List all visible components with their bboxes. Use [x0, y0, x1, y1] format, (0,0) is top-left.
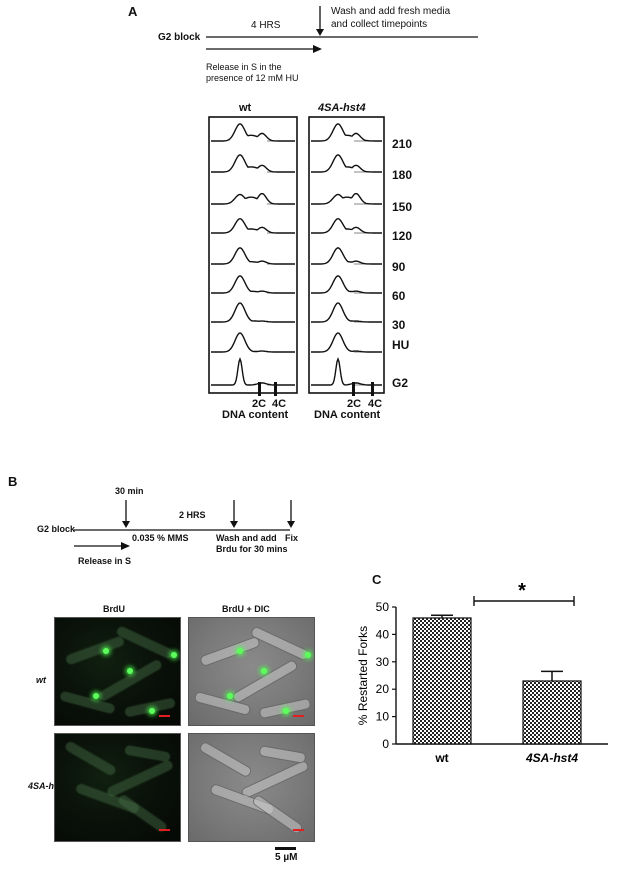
panel-a-release-line2: presence of 12 mM HU — [206, 73, 299, 83]
x-tick-label-0: wt — [434, 751, 448, 765]
panel-b-2hrs-label: 2 HRS — [179, 510, 206, 520]
y-tick-label-4: 40 — [376, 627, 390, 641]
panel-b-release-label: Release in S — [78, 556, 132, 566]
wt-4c-label: 4C — [272, 398, 287, 410]
scale-bar — [275, 847, 296, 850]
panel-b-wash-line2: Brdu for 30 mins — [216, 544, 288, 554]
significance-star: * — [518, 580, 526, 602]
y-tick-label-5: 50 — [376, 600, 390, 614]
y-tick-label-2: 20 — [376, 682, 390, 696]
y-axis-label: % Restarted Forks — [356, 626, 370, 725]
panel-b-g2-block-label: G2 block — [37, 524, 76, 534]
panel-b-30min-label: 30 min — [115, 486, 144, 496]
panel-a-wash-line2: and collect timepoints — [331, 19, 428, 30]
panel-a-wash-line1: Wash and add fresh media — [331, 6, 451, 17]
panel-a-release-line1: Release in S in the — [206, 62, 282, 72]
panel-b-wash-line1: Wash and add — [216, 533, 277, 543]
micrograph-mutant-brdu-dic — [188, 733, 315, 842]
micrograph-wt-brdu-dic — [188, 617, 315, 726]
micro-row-label-mutant: 4SA-hst4 — [28, 781, 68, 791]
panel-a-g2-block-label: G2 block — [158, 32, 201, 43]
panel-a-letter: A — [128, 4, 138, 19]
wt-2c-label: 2C — [252, 398, 267, 410]
panel-a-hrs-label: 4 HRS — [251, 20, 281, 31]
flow-row-label-90: 90 — [392, 260, 406, 274]
flow-row-label-180: 180 — [392, 168, 413, 182]
marker-2c-wt — [258, 382, 261, 396]
flow-row-label-g2: G2 — [392, 376, 409, 390]
marker-2c-mutant — [352, 382, 355, 396]
flow-row-label-60: 60 — [392, 289, 406, 303]
panel-c-letter: C — [372, 572, 382, 587]
panel-b-letter: B — [8, 474, 18, 489]
y-tick-label-0: 0 — [382, 737, 389, 751]
scale-bar-label: 5 µM — [275, 852, 298, 863]
bar-0 — [412, 617, 472, 745]
flow-box-wt — [208, 116, 298, 394]
panel-a-timeline — [206, 6, 478, 53]
panel-b-mms-label: 0.035 % MMS — [132, 533, 189, 543]
flow-row-label-hu: HU — [392, 338, 410, 352]
flow-row-label-150: 150 — [392, 200, 413, 214]
bar-1 — [522, 680, 582, 745]
x-tick-label-1: 4SA-hst4 — [525, 751, 578, 765]
marker-4c-mutant — [371, 382, 374, 396]
mutant-dna-content-label: DNA content — [314, 409, 381, 421]
marker-4c-wt — [274, 382, 277, 396]
flow-row-label-120: 120 — [392, 229, 413, 243]
flow-column-label-mutant: 4SA-hst4 — [318, 102, 366, 114]
flow-row-label-210: 210 — [392, 137, 413, 151]
micrograph-wt-brdu — [54, 617, 181, 726]
micro-row-label-wt: wt — [36, 675, 46, 685]
micrograph-mutant-brdu — [54, 733, 181, 842]
flow-column-label-wt: wt — [239, 102, 252, 114]
micro-column-label-brdu-dic: BrdU + DIC — [222, 604, 270, 614]
y-tick-label-3: 30 — [376, 655, 390, 669]
y-tick-label-1: 10 — [376, 710, 390, 724]
mutant-4c-label: 4C — [368, 398, 383, 410]
wt-dna-content-label: DNA content — [222, 409, 289, 421]
panel-b-fix-label: Fix — [285, 533, 299, 543]
micro-column-label-brdu: BrdU — [103, 604, 125, 614]
panel-b-timeline — [74, 500, 295, 550]
flow-cytometry-panels — [208, 116, 385, 396]
mutant-2c-label: 2C — [347, 398, 362, 410]
flow-row-label-30: 30 — [392, 318, 406, 332]
flow-box-mutant — [308, 116, 385, 394]
